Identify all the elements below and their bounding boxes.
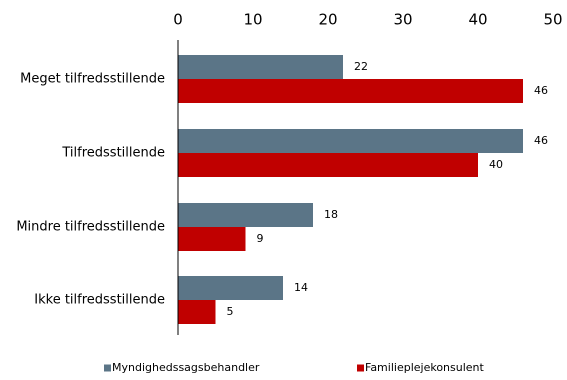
- bar-familieplejekonsulent: [178, 153, 478, 177]
- data-label: 14: [294, 281, 308, 294]
- bar-familieplejekonsulent: [178, 79, 523, 103]
- legend-swatch: [104, 364, 111, 372]
- bar-myndighedssagsbehandler: [178, 55, 343, 79]
- x-tick-label: 50: [543, 11, 562, 29]
- x-tick-label: 40: [468, 11, 487, 29]
- bar-familieplejekonsulent: [178, 227, 246, 251]
- legend: Myndighedssagsbehandler Familieplejekonsu…: [104, 361, 485, 374]
- data-label: 9: [257, 232, 264, 245]
- data-label: 22: [354, 60, 368, 73]
- x-tick-label: 30: [393, 11, 412, 29]
- bar-myndighedssagsbehandler: [178, 276, 283, 300]
- category-labels: Meget tilfredsstillende Tilfredsstillende…: [16, 72, 165, 308]
- data-label: 46: [534, 134, 548, 147]
- data-label: 18: [324, 208, 338, 221]
- category-label: Mindre tilfredsstillende: [16, 220, 165, 235]
- category-label: Tilfredsstillende: [61, 146, 165, 161]
- x-axis-tick-labels: 0 10 20 30 40 50: [173, 11, 562, 29]
- data-label: 5: [227, 305, 234, 318]
- data-label: 40: [489, 158, 503, 171]
- bar-myndighedssagsbehandler: [178, 129, 523, 153]
- value-labels: 22 46 18 14 46 40 9 5: [227, 60, 549, 318]
- x-tick-label: 0: [173, 11, 183, 29]
- bars: [178, 55, 523, 324]
- bar-myndighedssagsbehandler: [178, 203, 313, 227]
- category-label: Meget tilfredsstillende: [20, 72, 165, 87]
- legend-swatch: [357, 364, 364, 372]
- legend-label: Myndighedssagsbehandler: [112, 361, 260, 374]
- bar-familieplejekonsulent: [178, 300, 216, 324]
- x-tick-label: 10: [243, 11, 262, 29]
- data-label: 46: [534, 84, 548, 97]
- category-label: Ikke tilfredsstillende: [34, 293, 165, 308]
- legend-label: Familieplejekonsulent: [365, 361, 485, 374]
- x-tick-label: 20: [318, 11, 337, 29]
